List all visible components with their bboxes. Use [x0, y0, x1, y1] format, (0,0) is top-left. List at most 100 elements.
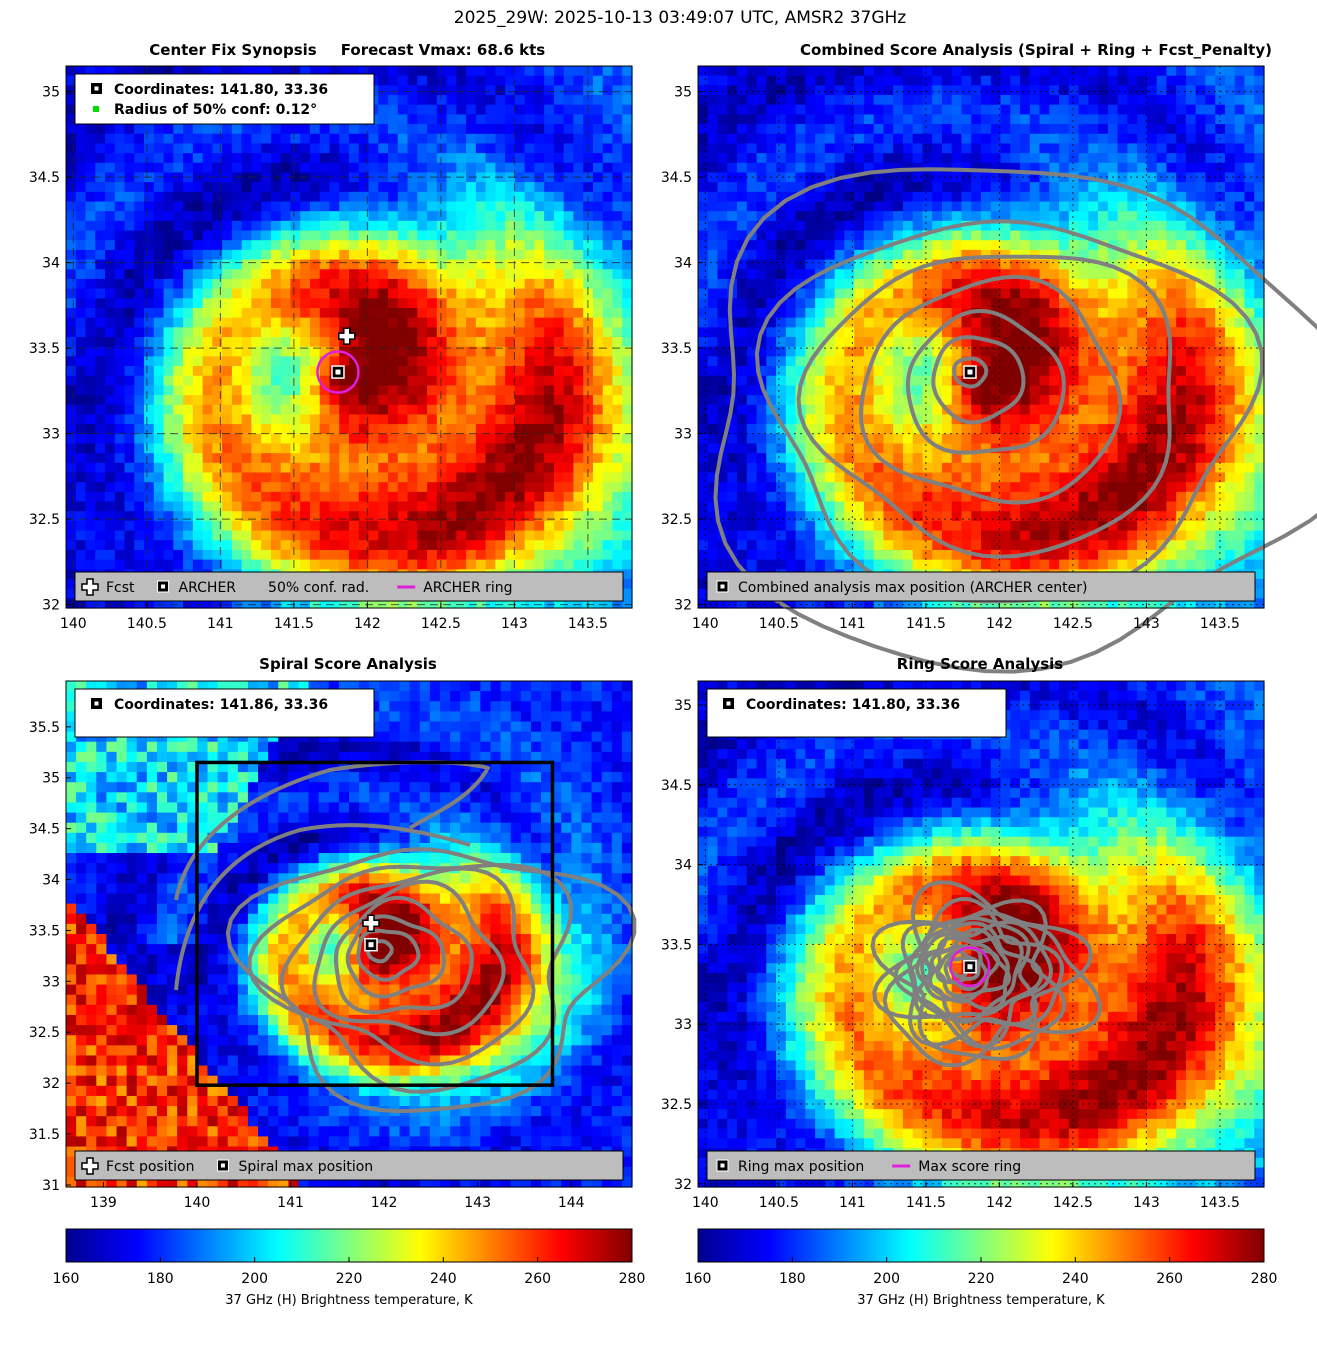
heatmap-cell — [417, 433, 428, 445]
heatmap-cell — [776, 491, 787, 503]
heatmap-cell — [475, 327, 487, 338]
heatmap-cell — [95, 182, 106, 193]
heatmap-cell — [163, 220, 174, 232]
heatmap-cell — [456, 153, 467, 164]
heatmap-cell — [553, 240, 565, 251]
heatmap-cell — [466, 85, 477, 96]
heatmap-cell — [746, 520, 758, 532]
heatmap-cell — [951, 201, 963, 212]
heatmap-cell — [834, 211, 845, 222]
heatmap-cell — [485, 491, 496, 503]
heatmap-cell — [309, 182, 321, 193]
heatmap-cell — [202, 491, 213, 503]
heatmap-cell — [824, 124, 836, 135]
heatmap-cell — [95, 133, 106, 145]
heatmap-cell — [893, 491, 904, 503]
heatmap-cell — [358, 172, 370, 183]
heatmap-cell — [280, 472, 292, 483]
heatmap-cell — [873, 259, 885, 270]
heatmap-cell — [397, 404, 409, 416]
heatmap-cell — [202, 143, 213, 154]
heatmap-cell — [319, 230, 331, 241]
heatmap-cell — [873, 404, 885, 416]
heatmap-cell — [902, 211, 914, 222]
heatmap-cell — [495, 317, 506, 328]
heatmap-cell — [912, 404, 924, 416]
heatmap-cell — [746, 307, 758, 319]
heatmap-cell — [475, 201, 487, 212]
heatmap-cell — [854, 424, 865, 435]
heatmap-cell — [466, 317, 477, 328]
heatmap-cell — [212, 230, 223, 241]
heatmap-cell — [144, 453, 155, 464]
heatmap-cell — [85, 404, 96, 416]
heatmap-cell — [776, 385, 787, 396]
heatmap-cell — [436, 220, 448, 232]
heatmap-cell — [602, 95, 614, 106]
heatmap-cell — [602, 172, 614, 183]
heatmap-cell — [622, 269, 633, 280]
heatmap-cell — [309, 307, 321, 319]
heatmap-cell — [746, 133, 758, 145]
heatmap-cell — [795, 462, 806, 474]
heatmap-cell — [941, 472, 953, 483]
heatmap-cell — [134, 191, 145, 203]
heatmap-cell — [776, 424, 787, 435]
heatmap-cell — [446, 240, 457, 251]
heatmap-cell — [844, 385, 855, 396]
heatmap-cell — [300, 220, 311, 232]
heatmap-cell — [883, 375, 894, 386]
heatmap-cell — [124, 443, 135, 454]
heatmap-cell — [427, 259, 438, 270]
heatmap-cell — [105, 211, 116, 222]
heatmap-cell — [124, 511, 135, 522]
heatmap-cell — [756, 559, 767, 570]
heatmap-cell — [602, 472, 614, 483]
heatmap-cell — [397, 337, 409, 348]
heatmap-cell — [505, 230, 516, 241]
heatmap-cell — [524, 191, 536, 203]
heatmap-cell — [776, 395, 787, 406]
heatmap-cell — [941, 453, 953, 464]
heatmap-cell — [144, 491, 155, 503]
heatmap-cell — [261, 598, 272, 609]
heatmap-cell — [85, 307, 96, 319]
heatmap-cell — [612, 182, 623, 193]
heatmap-cell — [981, 240, 992, 251]
heatmap-cell — [378, 75, 389, 86]
heatmap-cell — [95, 269, 106, 280]
heatmap-cell — [95, 220, 106, 232]
heatmap-cell — [436, 307, 448, 319]
heatmap-cell — [922, 201, 933, 212]
heatmap-cell — [854, 385, 865, 396]
heatmap-cell — [795, 520, 806, 532]
heatmap-cell — [446, 443, 457, 454]
heatmap-cell — [815, 530, 826, 541]
heatmap-cell — [105, 162, 116, 174]
heatmap-cell — [592, 491, 604, 503]
heatmap-cell — [785, 385, 797, 396]
heatmap-cell — [456, 395, 467, 406]
heatmap-cell — [961, 278, 972, 290]
heatmap-cell — [961, 511, 972, 522]
heatmap-cell — [66, 317, 77, 328]
heatmap-cell — [844, 124, 855, 135]
heatmap-cell — [941, 104, 953, 115]
heatmap-cell — [163, 288, 174, 299]
heatmap-cell — [427, 491, 438, 503]
heatmap-cell — [534, 598, 545, 609]
heatmap-cell — [270, 288, 282, 299]
heatmap-cell — [553, 433, 565, 445]
heatmap-cell — [231, 443, 243, 454]
heatmap-cell — [746, 66, 758, 77]
heatmap-cell — [66, 559, 77, 570]
heatmap-cell — [863, 182, 875, 193]
heatmap-cell — [544, 104, 555, 115]
heatmap-cell — [766, 249, 777, 261]
heatmap-cell — [75, 433, 87, 445]
heatmap-cell — [854, 298, 865, 309]
heatmap-cell — [573, 114, 584, 125]
heatmap-cell — [622, 346, 633, 357]
heatmap-cell — [932, 366, 943, 377]
heatmap-cell — [863, 549, 875, 561]
